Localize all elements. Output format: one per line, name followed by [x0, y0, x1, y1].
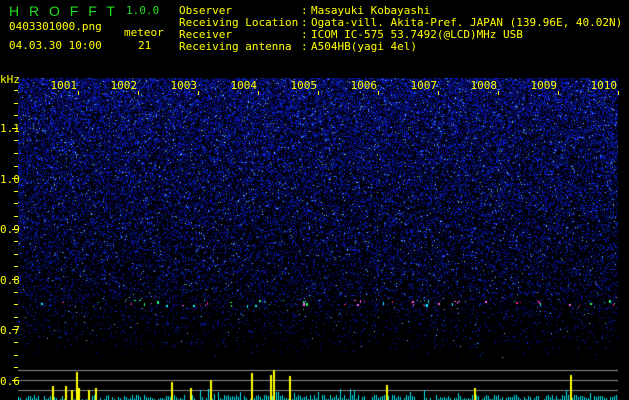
y-tick [14, 241, 18, 243]
separator: : [301, 40, 308, 53]
y-tick [14, 140, 18, 142]
y-tick [14, 190, 18, 192]
x-tick [198, 91, 199, 95]
y-tick [14, 203, 18, 205]
y-tick [12, 178, 18, 180]
y-tick [14, 316, 18, 318]
receiver-value: ICOM IC-575 53.7492(@LCD)MHz USB [311, 28, 523, 41]
antenna-label: Receiving antenna [179, 40, 292, 53]
y-axis-unit: kHz [0, 73, 20, 86]
y-tick-label: 1.1 [0, 122, 20, 135]
meteor-histogram [18, 360, 618, 400]
y-tick [14, 253, 18, 255]
location-label: Receiving Location [179, 16, 299, 29]
y-tick-label: 0.6 [0, 374, 20, 388]
y-tick [14, 354, 18, 356]
separator: : [301, 4, 308, 17]
x-tick [558, 91, 559, 95]
location-value: Ogata-vill. Akita-Pref. JAPAN (139.96E, … [311, 16, 623, 29]
x-tick [258, 91, 259, 95]
y-tick-label: 1.0 [0, 172, 20, 186]
x-tick [318, 91, 319, 95]
x-tick [618, 91, 619, 95]
y-tick [14, 165, 18, 167]
y-tick [12, 228, 18, 230]
y-tick-label: 0.9 [0, 223, 20, 236]
x-tick-label: 1004 [230, 79, 258, 92]
y-tick [14, 291, 18, 293]
y-tick-label: 0.8 [0, 273, 20, 287]
x-tick-label: 1005 [290, 79, 318, 92]
app-title: H R O F F T [9, 3, 118, 19]
y-tick [14, 216, 18, 217]
observer-value: Masayuki Kobayashi [311, 4, 431, 17]
meteor-label: meteor [124, 26, 164, 39]
y-tick [14, 367, 18, 369]
y-tick [12, 127, 18, 129]
file-name: 0403301000.png [9, 20, 102, 33]
x-tick [138, 91, 139, 95]
x-tick [438, 91, 439, 95]
receiver-label: Receiver [179, 28, 232, 41]
y-tick [12, 279, 18, 280]
meteor-count: 21 [138, 39, 152, 52]
separator: : [301, 16, 308, 29]
y-tick [14, 90, 18, 91]
file-datetime: 04.03.30 10:00 [9, 39, 102, 52]
x-tick-label: 1002 [110, 79, 138, 92]
x-tick-label: 1001 [50, 79, 78, 92]
x-tick [378, 91, 379, 95]
y-tick [14, 153, 18, 154]
y-tick [14, 304, 18, 306]
x-tick-label: 1009 [530, 79, 558, 92]
x-tick-label: 1010 [590, 79, 618, 92]
x-tick-label: 1003 [170, 79, 198, 92]
x-tick [498, 91, 499, 95]
separator: : [301, 28, 308, 41]
x-tick [78, 91, 79, 95]
x-tick-label: 1006 [350, 79, 378, 92]
y-tick [14, 266, 18, 268]
y-tick [12, 329, 18, 331]
spectrogram [18, 78, 618, 360]
y-tick [14, 102, 18, 104]
y-tick [14, 115, 18, 117]
y-tick-label: 0.7 [0, 324, 20, 337]
y-tick [14, 342, 18, 343]
antenna-value: A504HB(yagi 4el) [311, 40, 417, 53]
app-version: 1.0.0 [126, 4, 160, 17]
x-tick-label: 1007 [410, 79, 438, 92]
y-tick [12, 379, 18, 381]
x-tick-label: 1008 [470, 79, 498, 92]
observer-label: Observer [179, 4, 232, 17]
